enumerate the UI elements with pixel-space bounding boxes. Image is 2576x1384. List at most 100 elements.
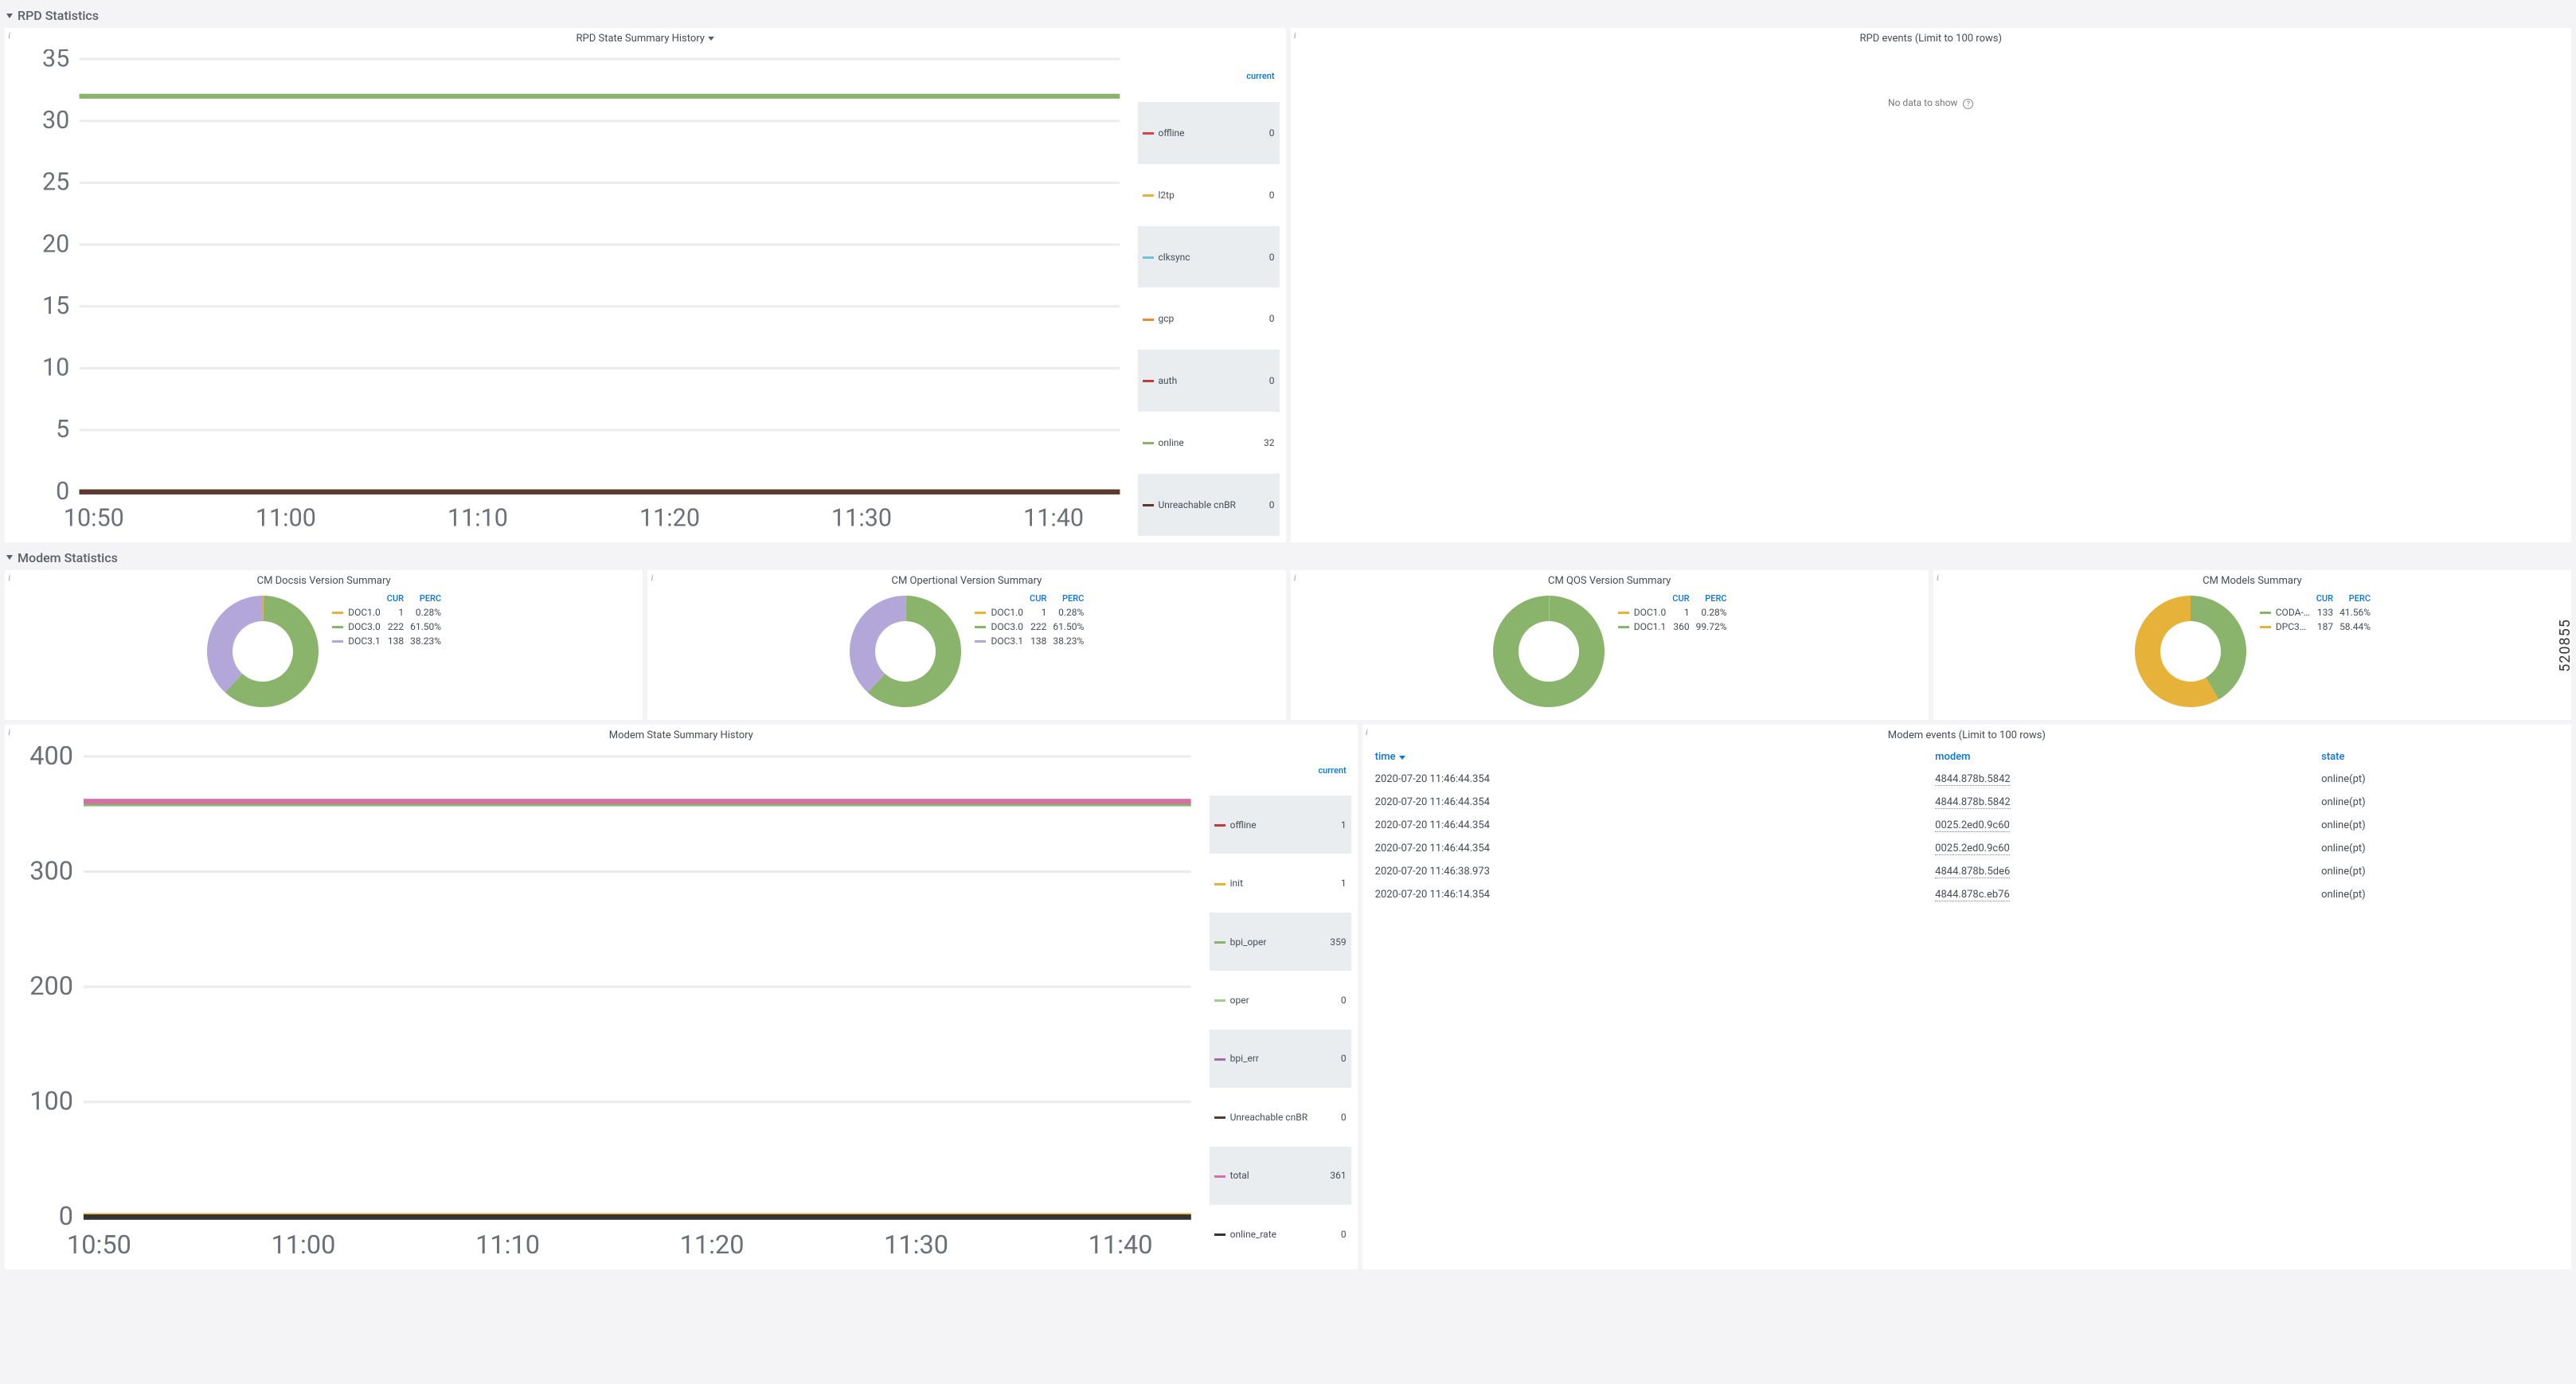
info-icon[interactable]: i [1294, 572, 1296, 584]
cell-modem[interactable]: 4844.878b.5842 [1929, 768, 2315, 791]
cell-time: 2020-07-20 11:46:44.354 [1369, 837, 1929, 860]
cell-time: 2020-07-20 11:46:44.354 [1369, 768, 1929, 791]
legend-row[interactable]: DOC1.0 1 0.28% [1615, 605, 1730, 620]
events-table: time modem state 2020-07-20 11:46:44.354… [1369, 746, 2565, 906]
legend-row[interactable]: init 1 [1210, 854, 1351, 912]
info-icon[interactable]: i [651, 572, 653, 584]
legend-row[interactable]: l2tp 0 [1138, 164, 1280, 226]
panel-modem-events: i Modem events (Limit to 100 rows) time … [1362, 725, 2571, 1270]
section-header-modem[interactable]: Modem Statistics [5, 547, 2571, 570]
table-row: 2020-07-20 11:46:44.354 4844.878b.5842 o… [1369, 791, 2565, 814]
svg-text:30: 30 [42, 107, 69, 135]
legend-row[interactable]: Unreachable cnBR 0 [1210, 1088, 1351, 1146]
legend-row[interactable]: clksync 0 [1138, 226, 1280, 288]
panel-title: Modem State Summary History [11, 728, 1351, 746]
panel-title: CM Docsis Version Summary [11, 573, 636, 592]
panel-donut: i CM Docsis Version Summary CURPERC DOC1… [5, 570, 643, 720]
svg-text:11:40: 11:40 [1089, 1229, 1153, 1259]
legend-row[interactable]: DOC1.0 1 0.28% [329, 605, 444, 620]
legend-row[interactable]: CODA-… 133 41.56% [2257, 605, 2374, 620]
panel-rpd-state-history: i RPD State Summary History 051015202530… [5, 28, 1286, 542]
panel-donut: i CM Opertional Version Summary CURPERC … [647, 570, 1285, 720]
cell-modem[interactable]: 4844.878c.eb76 [1929, 883, 2315, 906]
panel-title: CM QOS Version Summary [1297, 573, 1922, 592]
legend-row[interactable]: auth 0 [1138, 350, 1280, 412]
svg-text:10:50: 10:50 [67, 1229, 131, 1259]
table-row: 2020-07-20 11:46:44.354 0025.2ed0.9c60 o… [1369, 814, 2565, 837]
legend-row[interactable]: DOC3.1 138 38.23% [971, 634, 1087, 648]
legend-row[interactable]: Unreachable cnBR 0 [1138, 474, 1280, 536]
svg-text:15: 15 [42, 292, 69, 320]
info-icon[interactable]: i [8, 29, 10, 41]
legend-row[interactable]: DOC1.1 360 99.72% [1615, 620, 1730, 634]
panel-donut: i CM QOS Version Summary CURPERC DOC1.0 … [1291, 570, 1929, 720]
donut-legend: CURPERC CODA-… 133 41.56% DPC3… 187 58.4… [2257, 592, 2374, 634]
donut-legend: CURPERC DOC1.0 1 0.28% DOC3.0 222 61.50%… [329, 592, 444, 648]
legend-row[interactable]: total 361 [1210, 1147, 1351, 1205]
col-modem[interactable]: modem [1929, 746, 2315, 768]
legend-row[interactable]: DOC3.1 138 38.23% [329, 634, 444, 648]
table-row: 2020-07-20 11:46:44.354 0025.2ed0.9c60 o… [1369, 837, 2565, 860]
col-state[interactable]: state [2315, 746, 2565, 768]
info-icon[interactable]: i [8, 726, 10, 738]
panel-title: RPD events (Limit to 100 rows) [1297, 31, 2566, 49]
cell-modem[interactable]: 4844.878b.5842 [1929, 791, 2315, 814]
cell-time: 2020-07-20 11:46:44.354 [1369, 814, 1929, 837]
svg-text:5: 5 [56, 416, 69, 444]
legend-row[interactable]: online_rate 0 [1210, 1205, 1351, 1263]
legend-row[interactable]: DOC3.0 222 61.50% [971, 620, 1087, 634]
legend-table: current offline 1 init 1 bpi_oper 359 op… [1210, 746, 1351, 1264]
cell-time: 2020-07-20 11:46:44.354 [1369, 791, 1929, 814]
legend-row[interactable]: offline 0 [1138, 102, 1280, 164]
help-icon[interactable]: ? [1963, 99, 1973, 109]
legend-row[interactable]: DOC1.0 1 0.28% [971, 605, 1087, 620]
legend-row[interactable]: bpi_err 0 [1210, 1030, 1351, 1088]
chevron-down-icon [6, 555, 13, 560]
svg-text:11:30: 11:30 [884, 1229, 948, 1259]
legend-row[interactable]: bpi_oper 359 [1210, 913, 1351, 971]
svg-text:11:20: 11:20 [639, 504, 700, 532]
legend-row[interactable]: DOC3.0 222 61.50% [329, 620, 444, 634]
svg-text:10: 10 [42, 354, 69, 382]
panel-title: Modem events (Limit to 100 rows) [1369, 728, 2565, 746]
panel-title[interactable]: RPD State Summary History [577, 33, 714, 45]
donut-chart[interactable] [203, 592, 322, 714]
legend-row[interactable]: gcp 0 [1138, 287, 1280, 350]
col-time[interactable]: time [1369, 746, 1929, 768]
legend-row[interactable]: offline 1 [1210, 796, 1351, 854]
svg-text:11:00: 11:00 [272, 1229, 336, 1259]
info-icon[interactable]: i [1294, 29, 1296, 41]
donut-legend: CURPERC DOC1.0 1 0.28% DOC1.1 360 99.72% [1615, 592, 1730, 634]
legend-row[interactable]: DPC3… 187 58.44% [2257, 620, 2374, 634]
info-icon[interactable]: i [8, 572, 10, 584]
cell-modem[interactable]: 0025.2ed0.9c60 [1929, 814, 2315, 837]
svg-text:20: 20 [42, 230, 69, 258]
table-row: 2020-07-20 11:46:44.354 4844.878b.5842 o… [1369, 768, 2565, 791]
donut-chart[interactable] [2131, 592, 2250, 714]
legend-row[interactable]: oper 0 [1210, 971, 1351, 1029]
cell-time: 2020-07-20 11:46:38.973 [1369, 860, 1929, 883]
svg-text:35: 35 [42, 49, 69, 72]
line-chart[interactable]: 0510152025303510:5011:0011:1011:2011:301… [11, 49, 1130, 536]
table-row: 2020-07-20 11:46:14.354 4844.878c.eb76 o… [1369, 883, 2565, 906]
donut-chart[interactable] [846, 592, 965, 714]
legend-row[interactable]: online 32 [1138, 412, 1280, 474]
cell-modem[interactable]: 4844.878b.5de6 [1929, 860, 2315, 883]
info-icon[interactable]: i [1937, 572, 1939, 584]
info-icon[interactable]: i [1366, 726, 1368, 738]
svg-text:0: 0 [59, 1201, 73, 1231]
line-chart[interactable]: 010020030040010:5011:0011:1011:2011:3011… [11, 746, 1202, 1264]
svg-text:400: 400 [29, 746, 73, 771]
donut-legend: CURPERC DOC1.0 1 0.28% DOC3.0 222 61.50%… [971, 592, 1087, 648]
svg-text:11:10: 11:10 [448, 504, 508, 532]
section-title: RPD Statistics [18, 8, 99, 23]
cell-state: online(pt) [2315, 814, 2565, 837]
cell-state: online(pt) [2315, 768, 2565, 791]
svg-text:300: 300 [29, 855, 73, 886]
donut-chart[interactable] [1489, 592, 1609, 714]
panel-donut: i CM Models Summary CURPERC CODA-… 133 4… [1933, 570, 2571, 720]
svg-text:11:40: 11:40 [1023, 504, 1084, 532]
svg-text:200: 200 [29, 971, 73, 1001]
section-header-rpd[interactable]: RPD Statistics [5, 5, 2571, 28]
cell-modem[interactable]: 0025.2ed0.9c60 [1929, 837, 2315, 860]
